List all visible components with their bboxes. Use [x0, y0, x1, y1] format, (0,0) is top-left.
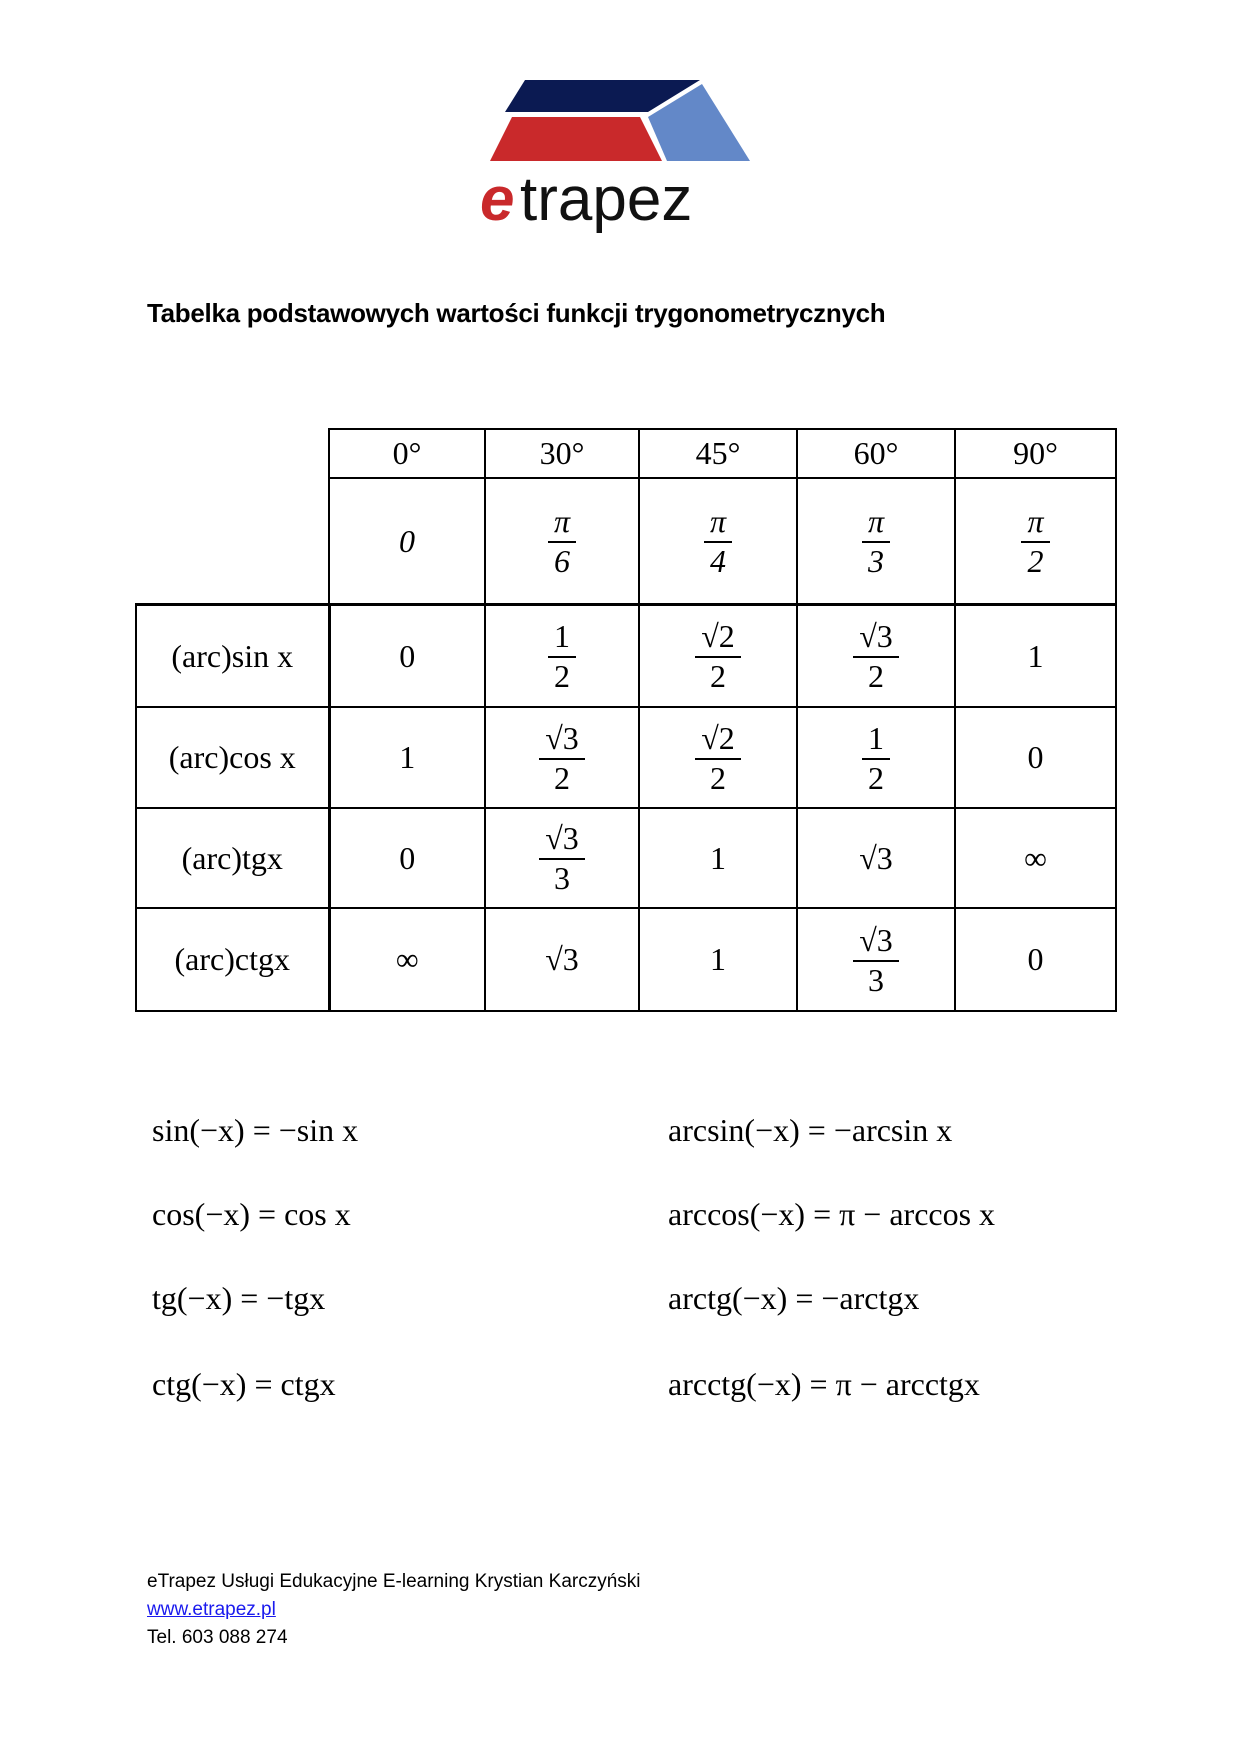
table-cell: 1: [638, 907, 798, 1012]
value: 0: [399, 522, 415, 559]
identity-right: arcctg(−x) = π − arcctgx: [668, 1366, 980, 1402]
table-cell: 0: [328, 603, 486, 708]
table-cell: √3 2: [484, 706, 640, 809]
value: 0: [1027, 941, 1044, 977]
table-row: (arc)sin x 0 1 2 √2 2 √3 2 1: [135, 603, 1117, 708]
table-row: (arc)cos x 1 √3 2 √2 2 1 2 0: [135, 706, 1117, 809]
row-label: (arc)tgx: [135, 807, 331, 909]
degree-header: 60°: [796, 428, 956, 479]
table-cell: 0: [954, 706, 1117, 809]
logo-blue-shape: [648, 84, 750, 161]
value: 1: [710, 941, 726, 977]
table-cell: 0: [954, 907, 1117, 1012]
fraction: √3 2: [539, 721, 585, 795]
fraction: √2 2: [695, 620, 741, 693]
identity-right: arcsin(−x) = −arcsin x: [668, 1112, 953, 1148]
identity-left: tg(−x) = −tgx: [152, 1280, 326, 1316]
fraction: √2 2: [695, 721, 741, 795]
logo-red-shape: [490, 117, 662, 161]
identity-left: cos(−x) = cos x: [152, 1196, 351, 1232]
value: ∞: [1024, 839, 1047, 876]
identity-right: arccos(−x) = π − arccos x: [668, 1196, 996, 1232]
identity-left: sin(−x) = −sin x: [152, 1112, 359, 1148]
table-row: (arc)tgx 0 √3 3 1 √3 ∞: [135, 807, 1117, 909]
row-label: (arc)sin x: [135, 603, 331, 708]
footer-phone: Tel. 603 088 274: [147, 1627, 288, 1648]
identity-right: arctg(−x) = −arctgx: [668, 1280, 920, 1316]
table-cell: √3 3: [484, 807, 640, 909]
footer: eTrapez Usługi Edukacyjne E-learning Kry…: [147, 1568, 641, 1652]
table-cell: 1: [638, 807, 798, 909]
radian-header: 0: [328, 477, 486, 606]
degree-header: 90°: [954, 428, 1117, 479]
trig-values-table: 0° 30° 45° 60° 90° 0 π 6 π 4 π 3 π 2 (arc)sin x 0 1 2 √2 2 √…: [135, 428, 1117, 1012]
value: 1: [399, 739, 416, 775]
etrapez-logo: e trapez: [470, 70, 770, 240]
table-cell: √3: [484, 907, 640, 1012]
degree-header: 0°: [328, 428, 486, 479]
value: ∞: [395, 941, 419, 977]
identity-left: ctg(−x) = ctgx: [152, 1366, 336, 1402]
value: 1: [710, 839, 726, 876]
value: 0: [399, 839, 416, 876]
degree-header: 30°: [484, 428, 640, 479]
value: 0: [1027, 739, 1044, 775]
fraction: √3 2: [853, 620, 899, 693]
table-row: (arc)ctgx ∞ √3 1 √3 3 0: [135, 907, 1117, 1012]
value: √3: [545, 941, 579, 977]
logo-text: trapez: [520, 165, 692, 234]
page-title: Tabelka podstawowych wartości funkcji tr…: [147, 298, 886, 328]
row-label: (arc)ctgx: [135, 907, 331, 1012]
logo-navy-shape: [505, 80, 700, 112]
value: 0: [399, 637, 416, 674]
table-cell: √3: [796, 807, 956, 909]
table-cell: 0: [328, 807, 486, 909]
table-cell: ∞: [954, 807, 1117, 909]
table-cell: ∞: [328, 907, 486, 1012]
table-cell: √3 3: [796, 907, 956, 1012]
table-cell: √3 2: [796, 603, 956, 708]
degree-header: 45°: [638, 428, 798, 479]
website-link[interactable]: www.etrapez.pl: [147, 1599, 276, 1620]
table-cell: 1: [328, 706, 486, 809]
value: 1: [1027, 637, 1044, 674]
table-cell: √2 2: [638, 706, 798, 809]
fraction: √3 3: [853, 923, 899, 997]
table-cell: 1: [954, 603, 1117, 708]
table-cell: √2 2: [638, 603, 798, 708]
logo-e: e: [480, 165, 514, 234]
fraction: √3 3: [539, 822, 585, 895]
row-label: (arc)cos x: [135, 706, 331, 809]
footer-company: eTrapez Usługi Edukacyjne E-learning Kry…: [147, 1571, 641, 1592]
value: √3: [859, 839, 893, 876]
